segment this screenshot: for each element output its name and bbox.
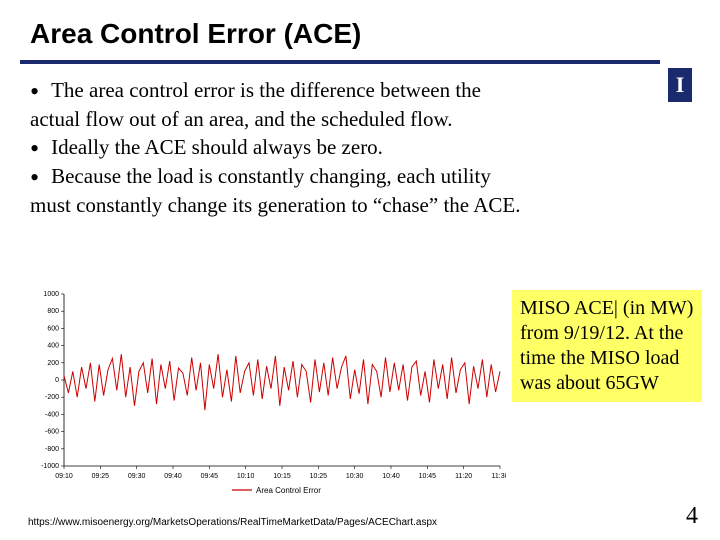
bullet-text: Ideally the ACE should always be zero. xyxy=(51,133,383,161)
bullet-item: • Ideally the ACE should always be zero. xyxy=(30,133,690,162)
svg-text:10:40: 10:40 xyxy=(382,473,400,480)
bullet-continuation: actual flow out of an area, and the sche… xyxy=(30,105,690,133)
svg-text:10:30: 10:30 xyxy=(346,473,364,480)
svg-text:Area Control Error: Area Control Error xyxy=(256,486,321,495)
page-number: 4 xyxy=(686,503,698,530)
svg-text:10:15: 10:15 xyxy=(273,473,291,480)
svg-text:600: 600 xyxy=(47,325,59,332)
svg-text:09:30: 09:30 xyxy=(128,473,146,480)
svg-text:11:30: 11:30 xyxy=(492,473,507,480)
svg-text:-200: -200 xyxy=(45,394,59,401)
source-url: https://www.misoenergy.org/MarketsOperat… xyxy=(28,517,437,528)
svg-text:-600: -600 xyxy=(45,429,59,436)
bullet-continuation: must constantly change its generation to… xyxy=(30,191,690,219)
svg-text:-400: -400 xyxy=(45,411,59,418)
bullet-text: Because the load is constantly changing,… xyxy=(51,162,491,190)
svg-text:09:45: 09:45 xyxy=(201,473,219,480)
slide-title: Area Control Error (ACE) xyxy=(0,0,720,60)
svg-text:09:40: 09:40 xyxy=(164,473,182,480)
bullet-dot-icon: • xyxy=(30,133,51,162)
svg-text:09:25: 09:25 xyxy=(92,473,110,480)
bullet-item: • Because the load is constantly changin… xyxy=(30,162,690,191)
bullet-dot-icon: • xyxy=(30,76,51,105)
ace-chart: 1000 800 600 400 200 0 -200 -400 -600 -800 -1000 09… xyxy=(28,288,506,496)
bullet-item: • The area control error is the differen… xyxy=(30,76,690,105)
svg-text:11:20: 11:20 xyxy=(455,473,472,480)
svg-text:1000: 1000 xyxy=(43,291,59,298)
svg-text:200: 200 xyxy=(47,360,59,367)
bullet-text: The area control error is the difference… xyxy=(51,76,481,104)
svg-text:10:10: 10:10 xyxy=(237,473,255,480)
svg-text:-1000: -1000 xyxy=(41,463,59,470)
svg-text:800: 800 xyxy=(47,308,59,315)
bullet-dot-icon: • xyxy=(30,162,51,191)
bullet-list: • The area control error is the differen… xyxy=(0,64,720,220)
chart-annotation-box: MISO ACE| (in MW) from 9/19/12. At the t… xyxy=(512,290,702,402)
svg-text:-800: -800 xyxy=(45,446,59,453)
svg-text:09:10: 09:10 xyxy=(55,473,73,480)
chart-svg: 1000 800 600 400 200 0 -200 -400 -600 -800 -1000 09… xyxy=(28,288,506,496)
logo-letter: I xyxy=(676,72,685,98)
svg-text:10:45: 10:45 xyxy=(419,473,437,480)
institution-logo: I xyxy=(668,68,692,102)
svg-text:400: 400 xyxy=(47,343,59,350)
svg-text:0: 0 xyxy=(55,377,59,384)
svg-text:10:25: 10:25 xyxy=(310,473,328,480)
